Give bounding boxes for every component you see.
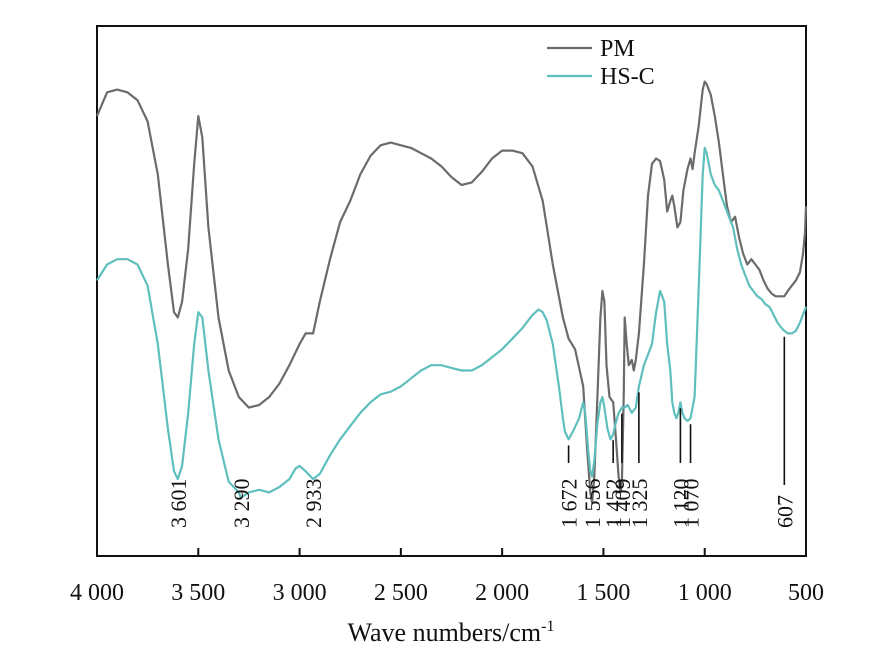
peak-label: 1 452 — [601, 479, 626, 529]
legend-label: PM — [600, 36, 635, 62]
peak-label: 1 556 — [580, 479, 605, 529]
x-tick-label: 1 000 — [678, 580, 732, 606]
peak-label: 3 601 — [166, 479, 191, 529]
x-axis-label-text: Wave numbers/cm — [348, 618, 542, 647]
peak-label: 1 409 — [610, 479, 635, 529]
x-tick-label: 1 500 — [576, 580, 630, 606]
series-layer — [95, 80, 808, 505]
plot-frame — [96, 25, 807, 557]
x-tick-label: 4 000 — [70, 580, 124, 606]
x-tick-label: 3 500 — [171, 580, 225, 606]
x-axis-label: Wave numbers/cm-1 — [348, 618, 555, 647]
peak-label: 2 933 — [301, 479, 326, 529]
peak-label: 1 120 — [668, 479, 693, 529]
x-axis-ticks: 4 000 3 500 3 000 2 500 2 000 1 500 1 000 500 — [70, 548, 824, 606]
peak-label: 1 672 — [557, 479, 582, 529]
x-axis-label-superscript: -1 — [541, 618, 554, 635]
legend-label: HS-C — [600, 64, 655, 90]
x-tick-label: 2 500 — [374, 580, 428, 606]
series-line-hs-c — [96, 146, 808, 499]
peak-label: 1 325 — [627, 479, 652, 529]
x-tick-label: 3 000 — [273, 580, 327, 606]
peak-label: 3 290 — [229, 479, 254, 529]
peak-label: 1 070 — [679, 479, 704, 529]
x-tick-label: 2 000 — [475, 580, 529, 606]
peak-label: 607 — [772, 495, 797, 528]
series-line-pm — [95, 80, 808, 505]
x-tick-label: 500 — [788, 580, 824, 606]
